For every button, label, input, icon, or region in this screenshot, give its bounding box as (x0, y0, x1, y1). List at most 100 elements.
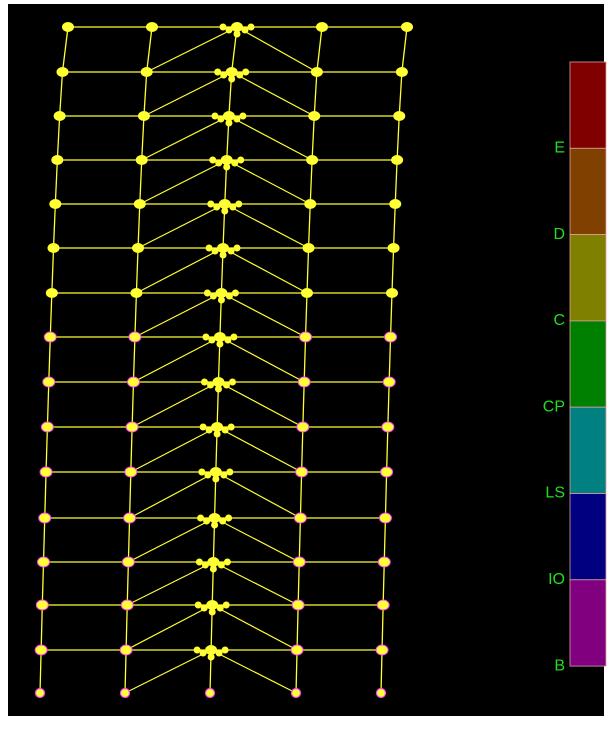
hinge (44, 332, 56, 342)
hinge (132, 243, 144, 253)
hinge (214, 431, 221, 438)
hinge (41, 422, 53, 432)
hinge (242, 69, 249, 76)
hinge (195, 602, 202, 609)
hinge (391, 155, 403, 165)
hinge (226, 469, 233, 476)
hinge (40, 467, 52, 477)
support (36, 689, 45, 698)
hinge (291, 645, 303, 655)
hinge (223, 602, 230, 609)
hinge (303, 243, 315, 253)
hinge (220, 72, 227, 79)
hinge (124, 513, 136, 523)
legend-label: E (554, 140, 565, 157)
hinge (226, 27, 233, 34)
hinge (214, 69, 221, 76)
hinge (381, 467, 393, 477)
hinge (311, 67, 323, 77)
hinge (46, 288, 58, 298)
hinge (215, 386, 222, 393)
hinge (36, 600, 48, 610)
hinge (122, 557, 134, 567)
hinge (138, 111, 150, 121)
hinge (393, 111, 405, 121)
hinge (207, 201, 214, 208)
hinge (297, 422, 309, 432)
hinge (206, 427, 213, 434)
screen: EDCCPLSIOB (0, 0, 612, 737)
hinge (207, 382, 214, 389)
hinge (213, 204, 220, 211)
hinge (212, 248, 219, 255)
hinge (293, 557, 305, 567)
legend-swatch (570, 580, 606, 666)
hinge (216, 650, 223, 657)
hinge (378, 557, 390, 567)
hinge (39, 513, 51, 523)
hinge (385, 332, 397, 342)
support (292, 689, 301, 698)
hinge (389, 199, 401, 209)
hinge (204, 290, 211, 297)
legend-swatch (570, 321, 606, 407)
legend-label: CP (543, 398, 565, 415)
hinge (125, 467, 137, 477)
hinge (201, 605, 208, 612)
hinge (220, 252, 227, 259)
legend-swatch (570, 62, 606, 148)
hinge (298, 377, 310, 387)
hinge (220, 472, 227, 479)
hinge (210, 293, 217, 300)
hinge (215, 160, 222, 167)
hinge (62, 22, 74, 32)
support (206, 689, 215, 698)
hinge (225, 515, 232, 522)
hinge (233, 116, 240, 123)
legend-swatch (570, 494, 606, 580)
hinge (203, 518, 210, 525)
hinge (219, 518, 226, 525)
hinge (211, 522, 218, 529)
hinge (196, 559, 203, 566)
hinge (56, 67, 68, 77)
hinge (127, 377, 139, 387)
hinge (239, 113, 246, 120)
viewport (8, 4, 604, 716)
legend-swatch (570, 407, 606, 493)
hinge (223, 164, 230, 171)
hinge (316, 22, 328, 32)
hinge (228, 76, 235, 83)
hinge (229, 379, 236, 386)
hinge (377, 600, 389, 610)
hinge (198, 469, 205, 476)
hinge (386, 288, 398, 298)
hinge (121, 600, 133, 610)
hinge (235, 201, 242, 208)
legend-label: D (553, 226, 565, 243)
legend-label: LS (545, 485, 565, 502)
hinge (141, 67, 153, 77)
hinge (232, 290, 239, 297)
hinge (134, 199, 146, 209)
hinge (129, 332, 141, 342)
hinge (217, 605, 224, 612)
hinge (304, 199, 316, 209)
hinge (225, 120, 232, 127)
hinge (49, 199, 61, 209)
hinge (209, 157, 216, 164)
hinge (226, 293, 233, 300)
hinge (208, 337, 215, 344)
hinge (222, 427, 229, 434)
hinge (201, 379, 208, 386)
hinge (229, 204, 236, 211)
hinge (217, 116, 224, 123)
hinge (224, 559, 231, 566)
legend-swatch (570, 235, 606, 321)
hinge (301, 288, 313, 298)
hinge (242, 27, 249, 34)
hinge (228, 248, 235, 255)
hinge (231, 160, 238, 167)
hinge (228, 424, 235, 431)
hinge (202, 562, 209, 569)
